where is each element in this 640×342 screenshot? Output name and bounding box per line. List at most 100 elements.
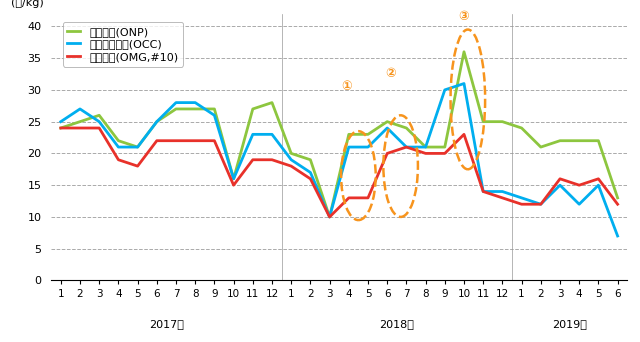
雑詌古紙(OMG,#10) bbox=[479, 189, 487, 194]
Text: 2017年: 2017年 bbox=[149, 319, 184, 329]
雑詌古紙(OMG,#10) bbox=[383, 152, 391, 156]
雑詌古紙(OMG,#10) bbox=[115, 158, 122, 162]
新聞古紙(ONP) bbox=[460, 50, 468, 54]
雑詌古紙(OMG,#10) bbox=[134, 164, 141, 168]
Text: 2018年: 2018年 bbox=[380, 319, 414, 329]
Line: 段ボール古紙(OCC): 段ボール古紙(OCC) bbox=[61, 83, 618, 236]
段ボール古紙(OCC) bbox=[95, 120, 103, 124]
新聞古紙(ONP) bbox=[76, 120, 84, 124]
段ボール古紙(OCC) bbox=[383, 126, 391, 130]
新聞古紙(ONP) bbox=[191, 107, 199, 111]
新聞古紙(ONP) bbox=[115, 139, 122, 143]
新聞古紙(ONP) bbox=[575, 139, 583, 143]
雑詌古紙(OMG,#10) bbox=[268, 158, 276, 162]
雑詌古紙(OMG,#10) bbox=[595, 177, 602, 181]
新聞古紙(ONP) bbox=[287, 152, 295, 156]
新聞古紙(ONP) bbox=[556, 139, 564, 143]
新聞古紙(ONP) bbox=[268, 101, 276, 105]
雑詌古紙(OMG,#10) bbox=[57, 126, 65, 130]
雑詌古紙(OMG,#10) bbox=[153, 139, 161, 143]
雑詌古紙(OMG,#10) bbox=[172, 139, 180, 143]
雑詌古紙(OMG,#10) bbox=[326, 215, 333, 219]
Text: (円/kg): (円/kg) bbox=[11, 0, 44, 8]
新聞古紙(ONP) bbox=[518, 126, 525, 130]
段ボール古紙(OCC) bbox=[172, 101, 180, 105]
雑詌古紙(OMG,#10) bbox=[76, 126, 84, 130]
新聞古紙(ONP) bbox=[230, 177, 237, 181]
段ボール古紙(OCC) bbox=[134, 145, 141, 149]
段ボール古紙(OCC) bbox=[595, 183, 602, 187]
Line: 新聞古紙(ONP): 新聞古紙(ONP) bbox=[61, 52, 618, 217]
新聞古紙(ONP) bbox=[422, 145, 429, 149]
新聞古紙(ONP) bbox=[172, 107, 180, 111]
段ボール古紙(OCC) bbox=[57, 120, 65, 124]
段ボール古紙(OCC) bbox=[307, 170, 314, 174]
段ボール古紙(OCC) bbox=[345, 145, 353, 149]
雑詌古紙(OMG,#10) bbox=[345, 196, 353, 200]
雑詌古紙(OMG,#10) bbox=[191, 139, 199, 143]
雑詌古紙(OMG,#10) bbox=[307, 177, 314, 181]
新聞古紙(ONP) bbox=[537, 145, 545, 149]
雑詌古紙(OMG,#10) bbox=[614, 202, 621, 206]
新聞古紙(ONP) bbox=[441, 145, 449, 149]
新聞古紙(ONP) bbox=[499, 120, 506, 124]
Text: ③: ③ bbox=[459, 10, 469, 23]
新聞古紙(ONP) bbox=[383, 120, 391, 124]
雑詌古紙(OMG,#10) bbox=[287, 164, 295, 168]
新聞古紙(ONP) bbox=[364, 132, 372, 136]
段ボール古紙(OCC) bbox=[364, 145, 372, 149]
新聞古紙(ONP) bbox=[479, 120, 487, 124]
段ボール古紙(OCC) bbox=[249, 132, 257, 136]
Text: ②: ② bbox=[386, 67, 396, 80]
段ボール古紙(OCC) bbox=[115, 145, 122, 149]
雑詌古紙(OMG,#10) bbox=[422, 152, 429, 156]
新聞古紙(ONP) bbox=[249, 107, 257, 111]
雑詌古紙(OMG,#10) bbox=[95, 126, 103, 130]
段ボール古紙(OCC) bbox=[537, 202, 545, 206]
新聞古紙(ONP) bbox=[403, 126, 410, 130]
段ボール古紙(OCC) bbox=[499, 189, 506, 194]
Text: ①: ① bbox=[342, 80, 352, 93]
段ボール古紙(OCC) bbox=[326, 215, 333, 219]
新聞古紙(ONP) bbox=[326, 215, 333, 219]
段ボール古紙(OCC) bbox=[460, 81, 468, 86]
Line: 雑詌古紙(OMG,#10): 雑詌古紙(OMG,#10) bbox=[61, 128, 618, 217]
段ボール古紙(OCC) bbox=[191, 101, 199, 105]
新聞古紙(ONP) bbox=[134, 145, 141, 149]
雑詌古紙(OMG,#10) bbox=[518, 202, 525, 206]
雑詌古紙(OMG,#10) bbox=[441, 152, 449, 156]
雑詌古紙(OMG,#10) bbox=[460, 132, 468, 136]
新聞古紙(ONP) bbox=[307, 158, 314, 162]
Text: 2019年: 2019年 bbox=[552, 319, 587, 329]
雑詌古紙(OMG,#10) bbox=[556, 177, 564, 181]
段ボール古紙(OCC) bbox=[403, 145, 410, 149]
雑詌古紙(OMG,#10) bbox=[364, 196, 372, 200]
新聞古紙(ONP) bbox=[211, 107, 218, 111]
段ボール古紙(OCC) bbox=[76, 107, 84, 111]
段ボール古紙(OCC) bbox=[153, 120, 161, 124]
段ボール古紙(OCC) bbox=[614, 234, 621, 238]
段ボール古紙(OCC) bbox=[556, 183, 564, 187]
段ボール古紙(OCC) bbox=[287, 158, 295, 162]
新聞古紙(ONP) bbox=[57, 126, 65, 130]
新聞古紙(ONP) bbox=[345, 132, 353, 136]
新聞古紙(ONP) bbox=[595, 139, 602, 143]
雑詌古紙(OMG,#10) bbox=[211, 139, 218, 143]
雑詌古紙(OMG,#10) bbox=[230, 183, 237, 187]
段ボール古紙(OCC) bbox=[211, 113, 218, 117]
雑詌古紙(OMG,#10) bbox=[499, 196, 506, 200]
雑詌古紙(OMG,#10) bbox=[249, 158, 257, 162]
段ボール古紙(OCC) bbox=[575, 202, 583, 206]
段ボール古紙(OCC) bbox=[268, 132, 276, 136]
Legend: 新聞古紙(ONP), 段ボール古紙(OCC), 雑詌古紙(OMG,#10): 新聞古紙(ONP), 段ボール古紙(OCC), 雑詌古紙(OMG,#10) bbox=[63, 22, 183, 67]
段ボール古紙(OCC) bbox=[441, 88, 449, 92]
段ボール古紙(OCC) bbox=[230, 177, 237, 181]
段ボール古紙(OCC) bbox=[422, 145, 429, 149]
雑詌古紙(OMG,#10) bbox=[575, 183, 583, 187]
新聞古紙(ONP) bbox=[153, 120, 161, 124]
雑詌古紙(OMG,#10) bbox=[537, 202, 545, 206]
新聞古紙(ONP) bbox=[614, 196, 621, 200]
雑詌古紙(OMG,#10) bbox=[403, 145, 410, 149]
段ボール古紙(OCC) bbox=[518, 196, 525, 200]
段ボール古紙(OCC) bbox=[479, 189, 487, 194]
